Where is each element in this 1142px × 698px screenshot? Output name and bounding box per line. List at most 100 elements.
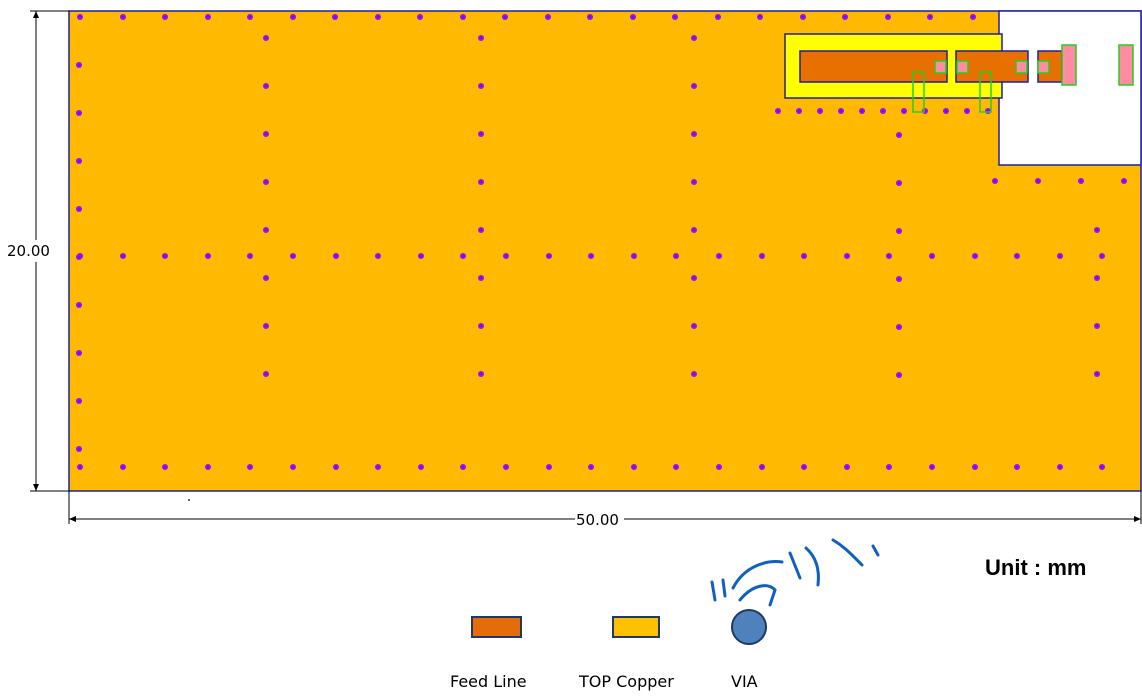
via-center	[760, 465, 764, 469]
legend-swatch-via	[731, 609, 767, 645]
via-center	[673, 15, 677, 19]
via-center	[479, 324, 483, 328]
via-center	[479, 84, 483, 88]
via-center	[206, 465, 210, 469]
via-center	[376, 254, 380, 258]
via-center	[886, 15, 890, 19]
legend-label-feed-line: Feed Line	[450, 672, 527, 691]
via-center	[264, 324, 268, 328]
via-center	[897, 325, 901, 329]
via-center	[971, 15, 975, 19]
via-center	[376, 465, 380, 469]
via-center	[504, 254, 508, 258]
via-center	[887, 254, 891, 258]
via-center	[77, 303, 81, 307]
via-center	[547, 465, 551, 469]
via-center	[479, 36, 483, 40]
via-center	[1058, 465, 1062, 469]
via-center	[248, 465, 252, 469]
via-center	[503, 15, 507, 19]
via-center	[1100, 254, 1104, 258]
via-center	[897, 181, 901, 185]
via-center	[632, 465, 636, 469]
via-center	[121, 465, 125, 469]
via-center	[928, 15, 932, 19]
via-center	[845, 254, 849, 258]
via-center	[334, 465, 338, 469]
via-center	[419, 465, 423, 469]
height-dimension: 20.00	[7, 10, 69, 492]
legend-label-top-copper: TOP Copper	[579, 672, 674, 691]
via-center	[760, 254, 764, 258]
via-center	[461, 254, 465, 258]
via-center	[839, 109, 843, 113]
legend-label-via: VIA	[731, 672, 758, 691]
via-center	[163, 254, 167, 258]
via-center	[1015, 254, 1019, 258]
via-center	[818, 109, 822, 113]
via-center	[121, 254, 125, 258]
via-center	[692, 228, 696, 232]
height-label: 20.00	[7, 242, 50, 260]
via-center	[77, 111, 81, 115]
via-center	[504, 465, 508, 469]
feed-line-structure	[784, 33, 1134, 113]
component-pad	[1037, 60, 1050, 74]
via-center	[1095, 372, 1099, 376]
via-center	[897, 229, 901, 233]
via-center	[897, 373, 901, 377]
via-center	[776, 109, 780, 113]
via-center	[973, 254, 977, 258]
hand-drawn-sketch	[710, 538, 880, 607]
via-array	[76, 14, 1127, 470]
via-center	[930, 254, 934, 258]
via-center	[479, 228, 483, 232]
via-center	[692, 324, 696, 328]
feed-line-stub	[1037, 50, 1063, 83]
via-center	[631, 15, 635, 19]
via-center	[801, 15, 805, 19]
via-center	[163, 465, 167, 469]
via-center	[692, 132, 696, 136]
legend-swatch-feed-line	[471, 616, 522, 638]
via-center	[881, 109, 885, 113]
via-center	[944, 109, 948, 113]
via-center	[589, 254, 593, 258]
via-center	[1079, 179, 1083, 183]
via-center	[206, 254, 210, 258]
width-dimension: 50.00	[68, 491, 1142, 529]
via-center	[845, 465, 849, 469]
via-center	[77, 351, 81, 355]
component-pad	[1061, 44, 1077, 86]
via-center	[589, 465, 593, 469]
via-center	[843, 15, 847, 19]
via-center	[692, 36, 696, 40]
via-center	[887, 465, 891, 469]
via-center	[716, 15, 720, 19]
via-center	[758, 15, 762, 19]
via-center	[930, 465, 934, 469]
via-center	[264, 372, 268, 376]
component-pad	[979, 71, 992, 113]
via-center	[77, 207, 81, 211]
via-center	[993, 179, 997, 183]
via-center	[77, 447, 81, 451]
via-center	[333, 15, 337, 19]
legend-swatch-top-copper	[612, 616, 660, 638]
via-center	[163, 15, 167, 19]
via-center	[717, 254, 721, 258]
via-center	[1036, 179, 1040, 183]
via-center	[248, 15, 252, 19]
via-center	[1100, 465, 1104, 469]
via-center	[632, 254, 636, 258]
via-center	[419, 254, 423, 258]
via-center	[965, 109, 969, 113]
via-center	[291, 465, 295, 469]
via-center	[461, 15, 465, 19]
via-center	[1095, 324, 1099, 328]
width-label: 50.00	[576, 511, 619, 529]
via-center	[479, 276, 483, 280]
component-pad	[1015, 60, 1028, 74]
via-center	[291, 254, 295, 258]
